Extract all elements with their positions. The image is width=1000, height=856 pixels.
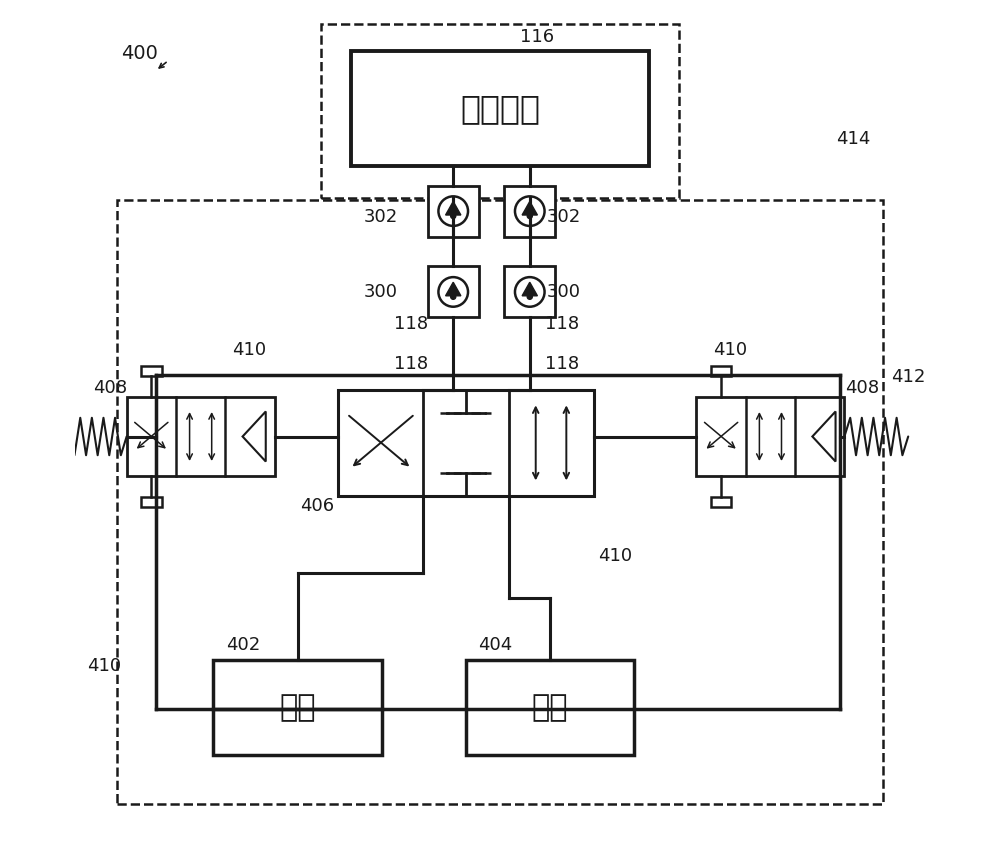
Text: 410: 410 — [87, 657, 122, 675]
Bar — [213, 660, 382, 756]
Text: 414: 414 — [836, 130, 870, 148]
Circle shape — [515, 277, 545, 306]
Polygon shape — [522, 201, 537, 215]
Text: 412: 412 — [891, 368, 926, 386]
Text: 116: 116 — [520, 27, 554, 45]
Bar — [711, 496, 731, 507]
Circle shape — [515, 196, 545, 226]
Bar — [696, 397, 844, 476]
Text: 402: 402 — [226, 636, 260, 654]
Text: 储器: 储器 — [532, 693, 568, 722]
Text: 118: 118 — [394, 355, 428, 373]
Bar — [428, 186, 479, 236]
Bar — [466, 660, 634, 756]
Bar — [141, 496, 162, 507]
Polygon shape — [446, 282, 461, 296]
Text: 300: 300 — [547, 283, 581, 301]
Bar — [711, 366, 731, 376]
Text: 410: 410 — [232, 341, 266, 359]
Text: 作业工具: 作业工具 — [460, 92, 540, 125]
Circle shape — [438, 277, 468, 306]
Text: 408: 408 — [845, 379, 879, 397]
Text: 118: 118 — [545, 355, 579, 373]
Text: 408: 408 — [93, 379, 128, 397]
Circle shape — [451, 213, 456, 218]
Text: 400: 400 — [122, 45, 158, 63]
Polygon shape — [522, 282, 537, 296]
Circle shape — [527, 213, 532, 218]
Bar — [338, 389, 594, 496]
Bar — [504, 186, 555, 236]
Polygon shape — [243, 412, 266, 461]
Circle shape — [438, 196, 468, 226]
Circle shape — [451, 294, 456, 300]
Bar — [141, 366, 162, 376]
Polygon shape — [446, 201, 461, 215]
Text: 300: 300 — [364, 283, 398, 301]
Bar — [321, 24, 679, 199]
Text: 410: 410 — [713, 341, 747, 359]
Circle shape — [527, 294, 532, 300]
Text: 压力: 压力 — [279, 693, 316, 722]
Bar — [117, 200, 883, 804]
Bar — [127, 397, 275, 476]
Bar — [351, 51, 649, 166]
Bar — [504, 266, 555, 318]
Text: 118: 118 — [545, 315, 579, 333]
Text: 118: 118 — [394, 315, 428, 333]
Text: 410: 410 — [598, 547, 632, 565]
Text: 404: 404 — [479, 636, 513, 654]
Polygon shape — [812, 412, 836, 461]
Text: 302: 302 — [547, 208, 581, 226]
Bar — [428, 266, 479, 318]
Text: 302: 302 — [364, 208, 398, 226]
Text: 406: 406 — [300, 497, 334, 515]
